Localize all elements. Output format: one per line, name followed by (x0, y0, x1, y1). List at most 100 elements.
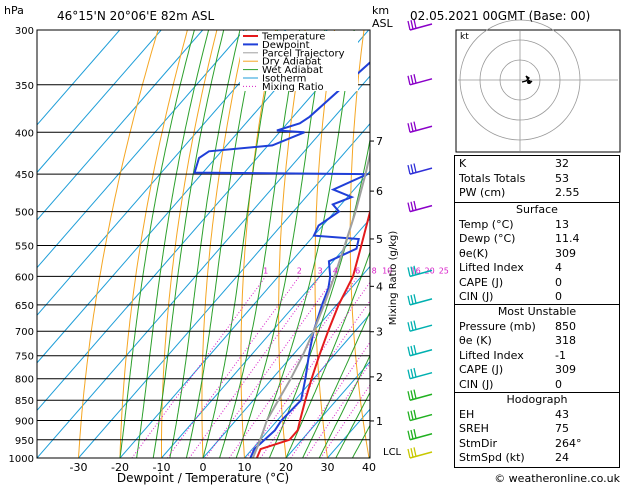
wind-barb-flag (407, 20, 411, 31)
wind-barb (407, 429, 433, 441)
height-unit-km: km (372, 4, 389, 17)
wind-barb (407, 121, 433, 133)
index-row: K 32 (459, 157, 615, 172)
wind-barb (407, 74, 433, 86)
pressure-tick-label: 700 (15, 327, 34, 338)
dry-adiabat-line (417, 30, 452, 458)
wet-adiabat-line (318, 354, 370, 458)
wind-barb (407, 265, 433, 278)
mixing-ratio-tick-label: 2 (297, 266, 302, 275)
indices-table: K 32 Totals Totals 53 PW (cm) 2.55 Surface … (454, 155, 620, 468)
wind-barb-staff (409, 349, 433, 357)
hodo-label: StmSpd (kt) (459, 451, 525, 464)
wind-barb-staff (409, 23, 433, 31)
mu-label: CAPE (J) (459, 363, 504, 376)
temperature-tick-label: 40 (362, 461, 376, 474)
wind-barb-flag (413, 74, 417, 84)
isotherm-line (78, 122, 370, 458)
isotherm-line (37, 30, 245, 269)
wind-barb-staff (409, 433, 433, 441)
dry-adiabat-line (119, 30, 188, 458)
wind-barb-staff (409, 78, 433, 86)
mu-row: CIN (J) 0 (459, 378, 615, 393)
wind-barb-flag (407, 430, 411, 440)
dry-adiabat-line (314, 30, 335, 458)
legend-item-label: Isotherm (262, 74, 306, 85)
watermark: © weatheronline.co.uk (494, 472, 620, 485)
hodo-value: 75 (555, 422, 569, 435)
wind-barb-flag (410, 410, 414, 420)
pressure-tick-label: 650 (15, 301, 34, 312)
surface-box: Surface Temp (°C) 13 Dewp (°C) 11.4 θe(K) 3… (454, 203, 620, 305)
hodo-row: SREH 75 (459, 422, 615, 437)
surface-title: Surface (516, 203, 558, 216)
surface-row: Dewp (°C) 11.4 (459, 232, 615, 247)
pressure-tick-label: 550 (15, 241, 34, 252)
wind-barb-flag (410, 122, 414, 132)
wind-barb-flag (407, 346, 411, 356)
isotherm-line (37, 30, 370, 412)
mixing-ratio-tick-label: 8 (372, 266, 377, 275)
wind-barb-flag (407, 123, 411, 133)
pressure-tick-label: 750 (15, 352, 34, 363)
hodograph (455, 19, 621, 153)
series-line-temperature (255, 208, 370, 458)
index-value: 53 (555, 171, 569, 185)
mixing-ratio-tick-label: 10 (382, 266, 392, 275)
wet-adiabat-line (252, 30, 355, 458)
surface-row: Lifted Index 4 (459, 261, 615, 276)
height-tick-label: 2 (376, 371, 383, 384)
wind-barb-flag (410, 429, 414, 440)
pressure-tick-label: 350 (15, 81, 34, 92)
mu-value: -1 (555, 348, 566, 362)
hodo-row: StmSpd (kt) 24 (459, 451, 615, 466)
surface-value: 11.4 (555, 232, 580, 245)
legend-item-label: Parcel Trajectory (262, 48, 345, 59)
legend-item-label: Dry Adiabat (262, 57, 321, 68)
wind-barb-flag (407, 202, 411, 212)
wind-barb-flag (413, 121, 417, 131)
mixing-ratio-line (166, 276, 300, 458)
wind-barb (407, 389, 433, 401)
surface-row: CAPE (J) 0 (459, 276, 615, 291)
pressure-tick-label: 500 (15, 208, 34, 219)
pressure-tick-label: 800 (15, 375, 34, 386)
isotherm-line (202, 265, 370, 458)
surface-value: 309 (555, 246, 576, 260)
index-label: K (459, 157, 467, 170)
isotherm-line (37, 30, 328, 364)
height-tick-label: 4 (376, 280, 383, 293)
temperature-tick-label: -30 (70, 461, 88, 474)
mu-label: θe (K) (459, 334, 492, 347)
wind-barb-flag (410, 164, 414, 174)
wind-barb-flag (413, 367, 417, 378)
hodograph-box: Hodograph EH 43 SREH 75 StmDir 264° StmSpd … (454, 393, 620, 468)
mu-value: 850 (555, 319, 576, 333)
wind-barb-flag (413, 320, 417, 330)
wind-barb-staff (409, 125, 433, 133)
mu-row: Pressure (mb) 850 (459, 320, 615, 335)
mixing-ratio-axis-label: Mixing Ratio (g/kg) (388, 231, 399, 326)
wind-barb (407, 447, 433, 459)
pressure-tick-label: 450 (15, 170, 34, 181)
legend-item-label: Mixing Ratio (262, 82, 324, 93)
hodograph-unit: kt (460, 32, 469, 42)
wind-barb-flag (413, 200, 417, 211)
wind-barb-flag (410, 345, 414, 356)
legend-item-label: Dewpoint (262, 40, 310, 51)
wind-barb-flag (413, 265, 417, 275)
wind-barb (407, 320, 433, 332)
wind-barb-flag (407, 164, 411, 175)
most-unstable-title: Most Unstable (497, 305, 577, 318)
wind-barb-staff (409, 451, 433, 459)
surface-row: Temp (°C) 13 (459, 218, 615, 233)
wind-barb-flag (410, 74, 414, 85)
mu-row: Lifted Index -1 (459, 349, 615, 364)
wind-barb-flag (407, 322, 411, 332)
height-tick-label: 3 (376, 326, 383, 339)
mixing-ratio-tick-label: 25 (439, 266, 449, 275)
wind-barb-staff (409, 371, 433, 380)
hodograph-title: Hodograph (506, 393, 568, 406)
wind-barb-flag (410, 390, 414, 400)
isotherm-line (37, 30, 204, 221)
